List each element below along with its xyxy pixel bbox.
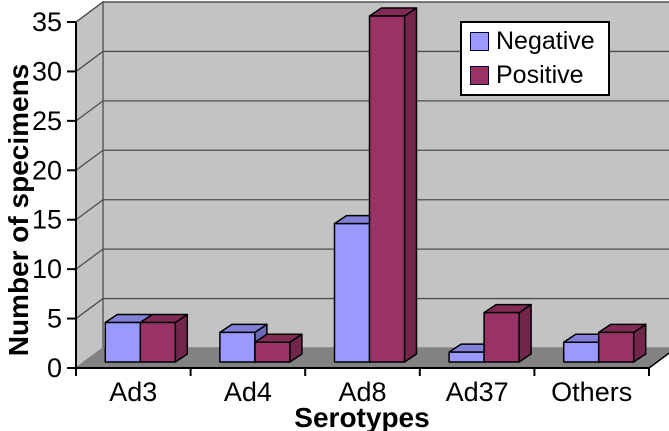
bar-positive-ad8-side <box>403 7 418 363</box>
floor-front-right-edge <box>648 352 669 369</box>
bar-positive-others-front <box>597 331 635 363</box>
legend-swatch-positive-icon <box>470 66 489 85</box>
y-tick-label: 25 <box>32 106 62 136</box>
gridline-sidewall <box>75 298 104 320</box>
legend: Negative Positive <box>460 21 610 96</box>
category-label-ad3: Ad3 <box>109 377 157 407</box>
x-axis-title: Serotypes <box>294 402 430 431</box>
legend-label-negative: Negative <box>496 27 595 55</box>
y-axis-title: Number of specimens <box>3 63 34 357</box>
gridline-sidewall <box>75 100 104 122</box>
legend-swatch-negative-icon <box>470 32 489 51</box>
y-tick-label: 35 <box>32 7 62 37</box>
legend-entry-positive: Positive <box>470 61 608 91</box>
y-tick-label: 30 <box>32 56 62 86</box>
bar-positive-ad4-front <box>254 341 291 363</box>
bar-negative-ad37-front <box>448 351 485 363</box>
bar-negative-ad4-front <box>219 331 256 363</box>
legend-label-positive: Positive <box>496 61 584 89</box>
bar-positive-ad8-front <box>368 15 406 363</box>
category-label-others: Others <box>551 377 632 407</box>
y-tick-label: 15 <box>32 205 62 235</box>
bar-positive-ad37-front <box>483 311 520 363</box>
y-tick-label: 20 <box>32 155 62 185</box>
gridline-sidewall <box>75 50 104 72</box>
category-label-ad4: Ad4 <box>224 377 272 407</box>
side-wall <box>75 0 104 370</box>
bar-negative-ad8-front <box>333 222 371 363</box>
bar-positive-ad3-front <box>139 321 177 363</box>
gridline-sidewall <box>75 199 104 221</box>
category-label-ad8: Ad8 <box>338 377 386 407</box>
gridline-sidewall <box>75 248 104 270</box>
bar-negative-ad3-front <box>104 321 142 363</box>
bar-positive-ad37-side <box>518 303 532 363</box>
gridline-sidewall <box>75 1 104 23</box>
y-tick-label: 5 <box>47 304 62 334</box>
y-tick-label: 0 <box>47 353 62 383</box>
y-tick-label: 10 <box>32 254 62 284</box>
bar-negative-others-front <box>562 341 600 363</box>
gridline-sidewall <box>75 149 104 171</box>
category-label-ad37: Ad37 <box>446 377 509 407</box>
legend-entry-negative: Negative <box>470 27 608 57</box>
